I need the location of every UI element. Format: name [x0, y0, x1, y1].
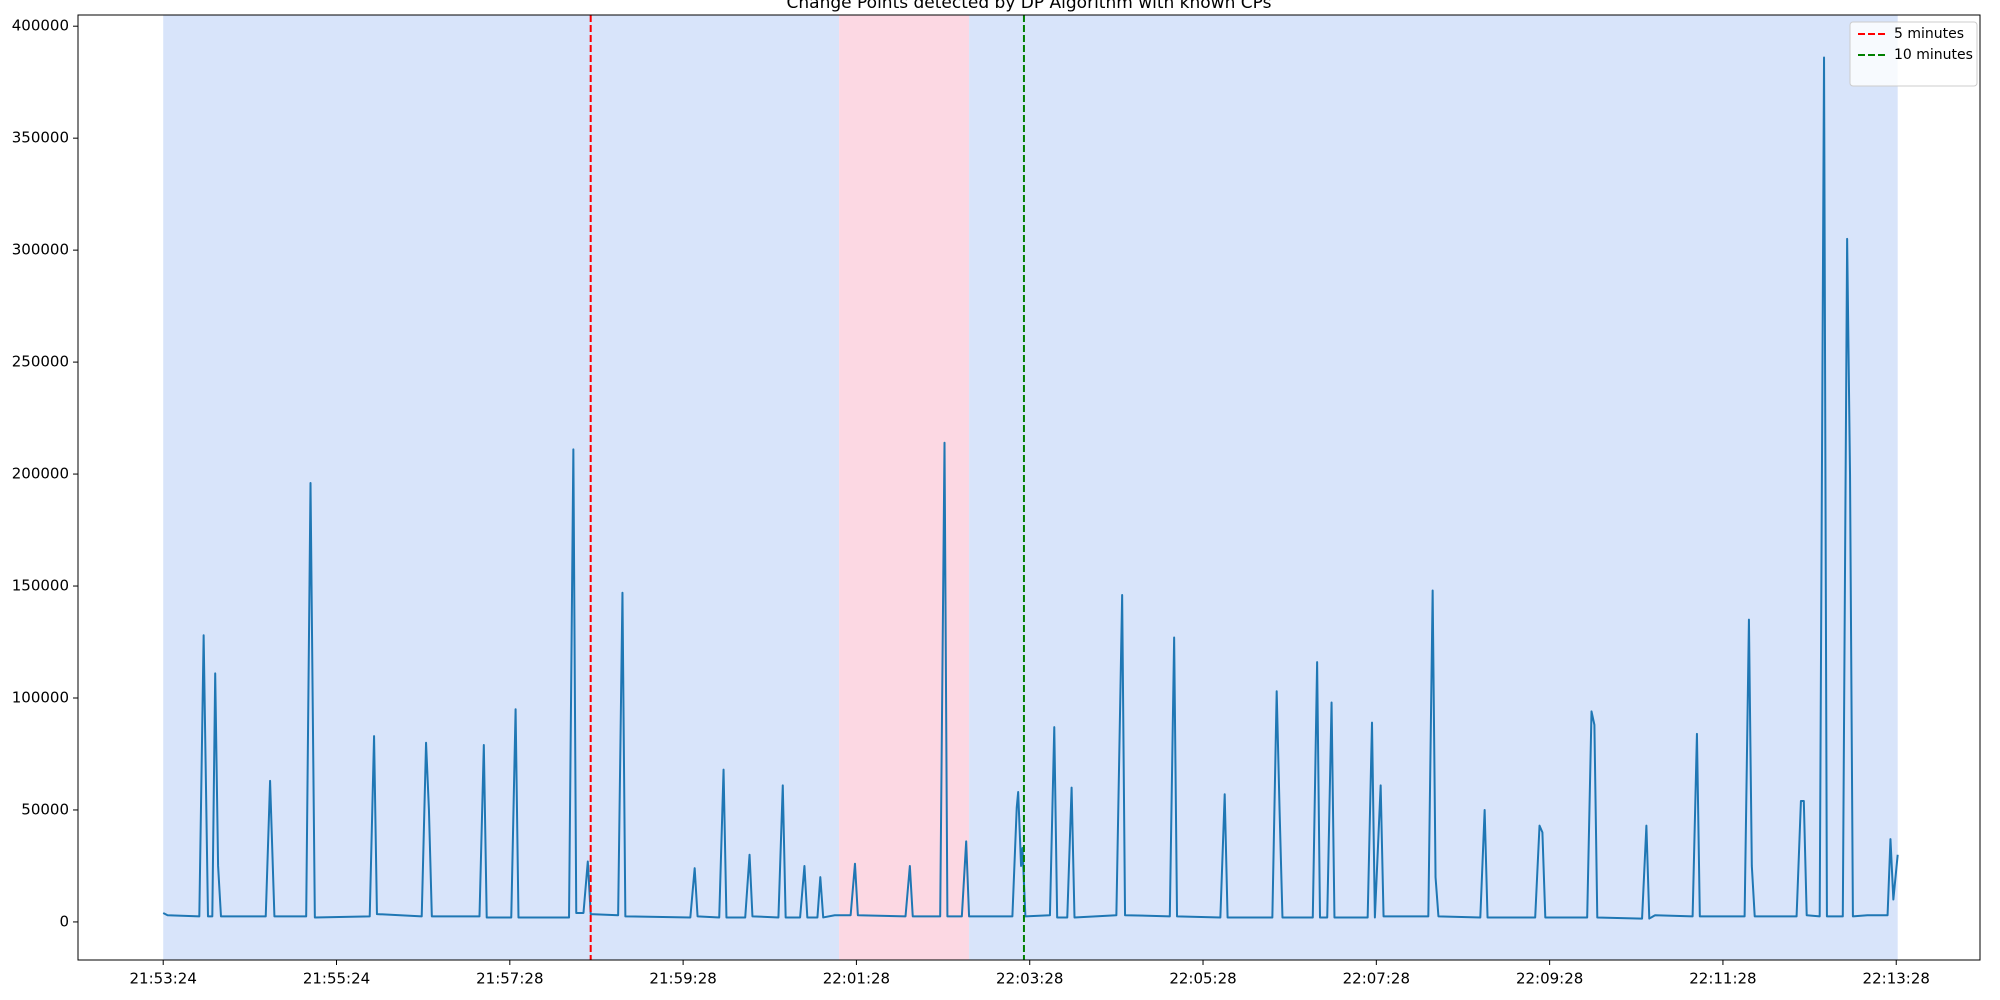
legend-label: 10 minutes [1894, 47, 1973, 63]
y-tick-label: 100000 [12, 688, 69, 706]
y-tick-label: 350000 [12, 129, 69, 147]
legend-label: 5 minutes [1894, 26, 1964, 42]
y-tick-label: 300000 [12, 241, 69, 259]
x-tick-label: 21:57:28 [476, 970, 543, 988]
legend-box [1849, 21, 1978, 87]
x-tick-label: 21:53:24 [130, 970, 197, 988]
x-tick-label: 22:05:28 [1169, 970, 1236, 988]
x-tick-label: 22:09:28 [1516, 970, 1583, 988]
x-tick-label: 22:03:28 [996, 970, 1063, 988]
chart-title: Change Points detected by DP Algorithm w… [787, 0, 1272, 13]
x-tick-label: 21:59:28 [649, 970, 716, 988]
x-tick-label: 22:07:28 [1343, 970, 1410, 988]
y-tick-label: 400000 [12, 17, 69, 35]
plot-frame [77, 14, 1981, 961]
region [969, 15, 1898, 960]
region [163, 15, 840, 960]
x-tick-label: 22:11:28 [1689, 970, 1756, 988]
y-tick-label: 150000 [12, 577, 69, 595]
x-tick-label: 22:01:28 [823, 970, 890, 988]
x-tick-label: 22:13:28 [1863, 970, 1930, 988]
y-tick-label: 200000 [12, 465, 69, 483]
y-tick-label: 250000 [12, 353, 69, 371]
y-tick-label: 50000 [21, 800, 69, 818]
x-tick-label: 21:55:24 [303, 970, 370, 988]
y-tick-label: 0 [59, 912, 69, 930]
data-line [162, 56, 1899, 920]
region [839, 15, 970, 960]
